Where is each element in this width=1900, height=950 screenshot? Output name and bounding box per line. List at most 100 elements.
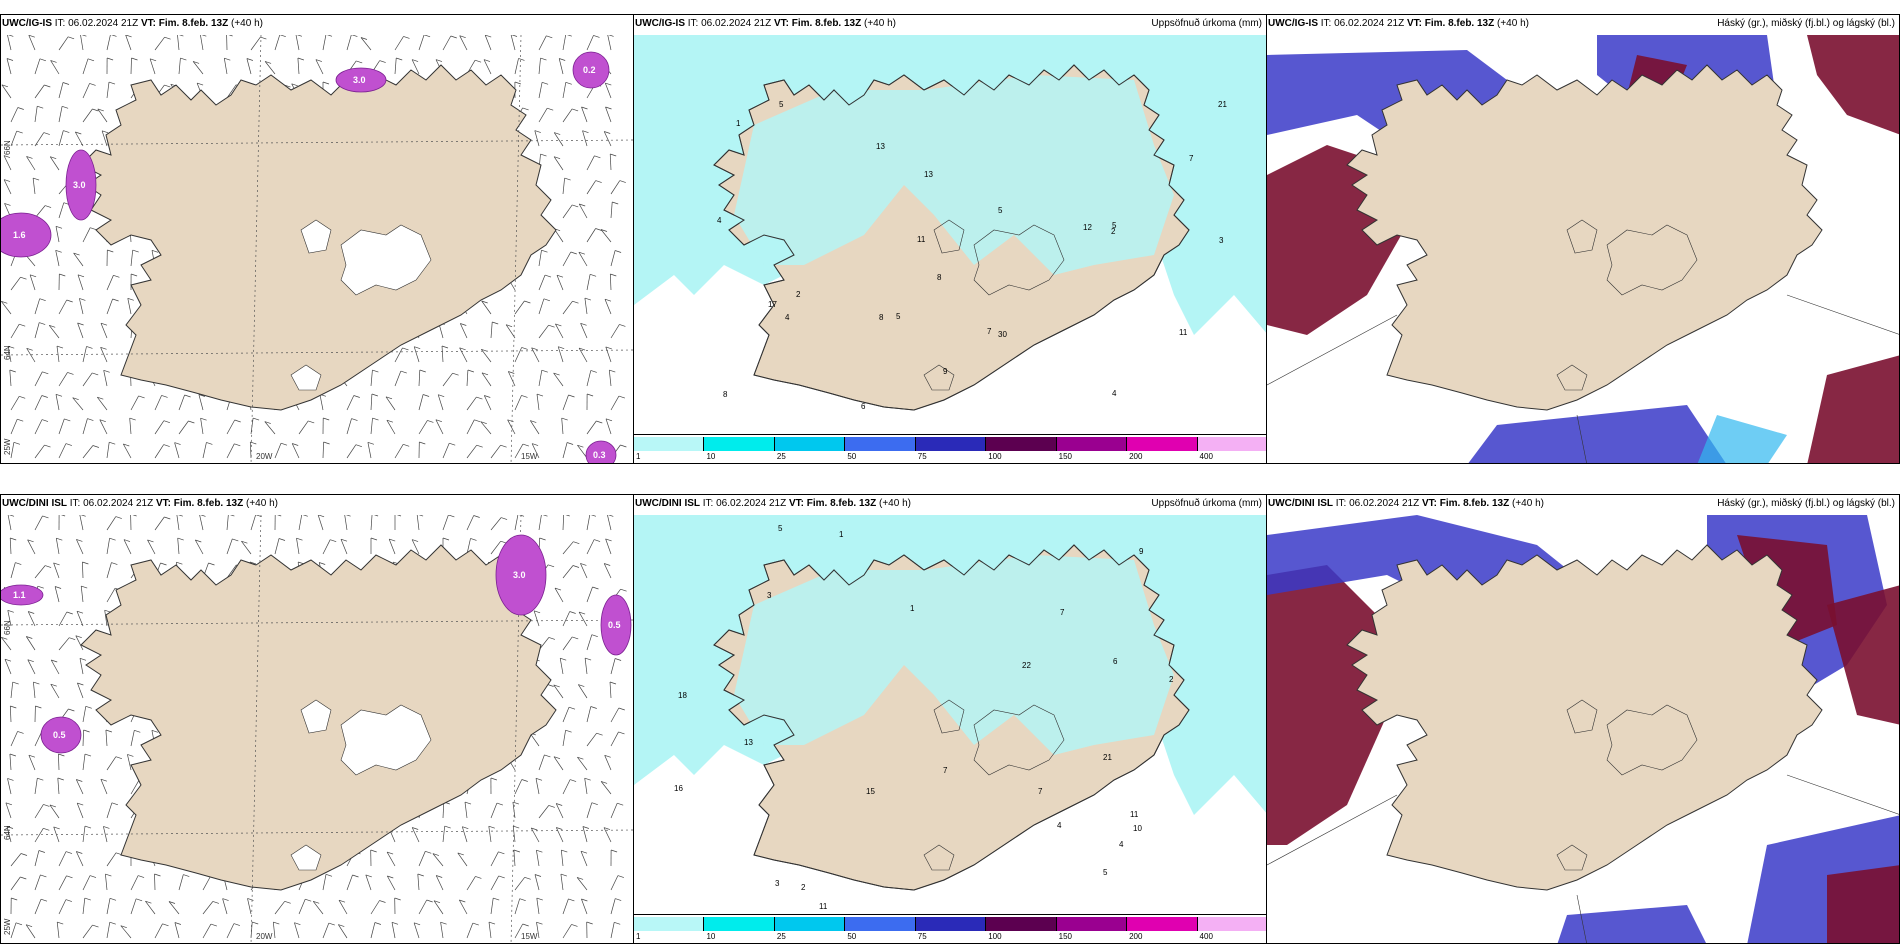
precip-value: 3	[767, 591, 772, 600]
panel-title-left: UWC/DINI ISL IT: 06.02.2024 21Z VT: Fim.…	[2, 498, 278, 509]
colorbar-label: 50	[847, 932, 857, 941]
precip-value: 10	[1133, 824, 1142, 833]
precip-value: 21	[1218, 100, 1227, 109]
colorbar-label: 10	[706, 452, 716, 461]
panel-title: UWC/IG-IS IT: 06.02.2024 21Z VT: Fim. 8.…	[635, 18, 1262, 30]
precip-colorbar: 1 10 25 50 75 100 150 200 400	[634, 434, 1266, 463]
wind-label: 1.1	[13, 590, 26, 600]
colorbar-swatch	[1197, 437, 1266, 451]
map-panel-p6: UWC/DINI ISL IT: 06.02.2024 21Z VT: Fim.…	[1266, 494, 1900, 944]
colorbar-swatch	[1056, 917, 1128, 931]
precip-value: 5	[1112, 221, 1117, 230]
colorbar-label: 50	[847, 452, 857, 461]
precip-value: 1	[839, 530, 844, 539]
precip-value: 2	[1169, 675, 1174, 684]
glacier	[290, 844, 322, 871]
precip-colorbar: 1 10 25 50 75 100 150 200 400	[634, 914, 1266, 943]
wind-label: 0.2	[583, 65, 596, 75]
precip-value: 30	[998, 330, 1007, 339]
wind-label: 3.0	[513, 570, 526, 580]
wind-label: 0.5	[53, 730, 66, 740]
colorbar-swatch	[845, 437, 916, 451]
glacier	[300, 699, 332, 734]
precip-value: 4	[1119, 840, 1124, 849]
precip-value: 15	[866, 787, 875, 796]
precip-value: 11	[917, 235, 926, 244]
axis-label-lon-15: 15W	[521, 932, 538, 941]
wind-patch	[495, 534, 547, 616]
colorbar-swatch	[845, 917, 916, 931]
iceland-land	[1346, 544, 1823, 891]
axis-label-lat-66: 66N	[3, 140, 12, 155]
wind-patch	[335, 67, 387, 93]
axis-label-lon-20: 20W	[256, 932, 273, 941]
colorbar-swatch	[1197, 917, 1266, 931]
precip-value: 11	[1179, 328, 1188, 337]
panel-title: UWC/DINI ISL IT: 06.02.2024 21Z VT: Fim.…	[2, 498, 629, 510]
colorbar-label: 200	[1129, 452, 1143, 461]
wind-label: 0.5	[608, 620, 621, 630]
wind-label: 3.0	[73, 180, 86, 190]
panel-title-left: UWC/IG-IS IT: 06.02.2024 21Z VT: Fim. 8.…	[635, 18, 896, 29]
precip-value: 1	[910, 604, 915, 613]
precip-value: 2	[1111, 227, 1116, 236]
panel-title: UWC/IG-IS IT: 06.02.2024 21Z VT: Fim. 8.…	[2, 18, 629, 30]
glacier	[290, 364, 322, 391]
precip-value: 7	[1189, 154, 1194, 163]
precip-value: 2	[801, 883, 806, 892]
colorbar-swatch	[915, 917, 987, 931]
precip-value: 6	[861, 402, 866, 411]
precip-value: 5	[896, 312, 901, 321]
precip-value: 11	[1130, 810, 1139, 819]
iceland-land	[1346, 64, 1823, 411]
precip-value: 13	[744, 738, 753, 747]
colorbar-label: 400	[1199, 452, 1213, 461]
colorbar-swatch	[634, 437, 705, 451]
wind-patch	[572, 51, 610, 89]
precip-value: 4	[717, 216, 722, 225]
colorbar-swatch	[1056, 437, 1128, 451]
wind-patch	[40, 716, 82, 754]
axis-label-lat-64: 64N	[3, 825, 12, 840]
map-panel-p4: UWC/DINI ISL IT: 06.02.2024 21Z VT: Fim.…	[0, 494, 634, 944]
precip-over-land	[734, 555, 1174, 755]
precip-value: 5	[998, 206, 1003, 215]
panel-title: UWC/DINI ISL IT: 06.02.2024 21Z VT: Fim.…	[1268, 498, 1895, 510]
panel-title-left: UWC/IG-IS IT: 06.02.2024 21Z VT: Fim. 8.…	[2, 18, 263, 29]
precip-value: 9	[1139, 547, 1144, 556]
precip-value: 4	[785, 313, 790, 322]
colorbar-swatch	[986, 437, 1057, 451]
colorbar-swatch	[774, 917, 846, 931]
precip-value: 8	[723, 390, 728, 399]
colorbar-label: 10	[706, 932, 716, 941]
colorbar-swatch	[1127, 437, 1198, 451]
colorbar-label: 400	[1199, 932, 1213, 941]
colorbar-label: 25	[776, 932, 786, 941]
panel-title-right: Uppsöfnuð úrkoma (mm)	[1151, 498, 1262, 509]
colorbar-swatch	[634, 917, 705, 931]
precip-value: 5	[778, 524, 783, 533]
precip-over-land	[734, 75, 1174, 275]
panel-title: UWC/IG-IS IT: 06.02.2024 21Z VT: Fim. 8.…	[1268, 18, 1895, 30]
glacier	[300, 219, 332, 254]
wind-patch	[1, 212, 52, 258]
precip-value: 5	[1103, 868, 1108, 877]
panel-title-left: UWC/DINI ISL IT: 06.02.2024 21Z VT: Fim.…	[635, 498, 911, 509]
precip-value: 8	[937, 273, 942, 282]
map-panel-p1: UWC/IG-IS IT: 06.02.2024 21Z VT: Fim. 8.…	[0, 14, 634, 464]
map-canvas: 1.1 0.5 3.0 0.5	[1, 515, 633, 943]
colorbar-label: 1	[636, 452, 641, 461]
colorbar-swatch	[704, 437, 775, 451]
precip-value: 7	[1060, 608, 1065, 617]
precip-value: 6	[1113, 657, 1118, 666]
precip-value: 1	[736, 119, 741, 128]
panel-title-left: UWC/IG-IS IT: 06.02.2024 21Z VT: Fim. 8.…	[1268, 18, 1529, 29]
precip-value: 7	[987, 327, 992, 336]
precip-value: 3	[1219, 236, 1224, 245]
wind-label: 0.3	[593, 450, 606, 460]
precip-value: 3	[775, 879, 780, 888]
colorbar-label: 150	[1058, 932, 1073, 941]
colorbar-label: 75	[917, 932, 927, 941]
precip-value: 13	[876, 142, 885, 151]
